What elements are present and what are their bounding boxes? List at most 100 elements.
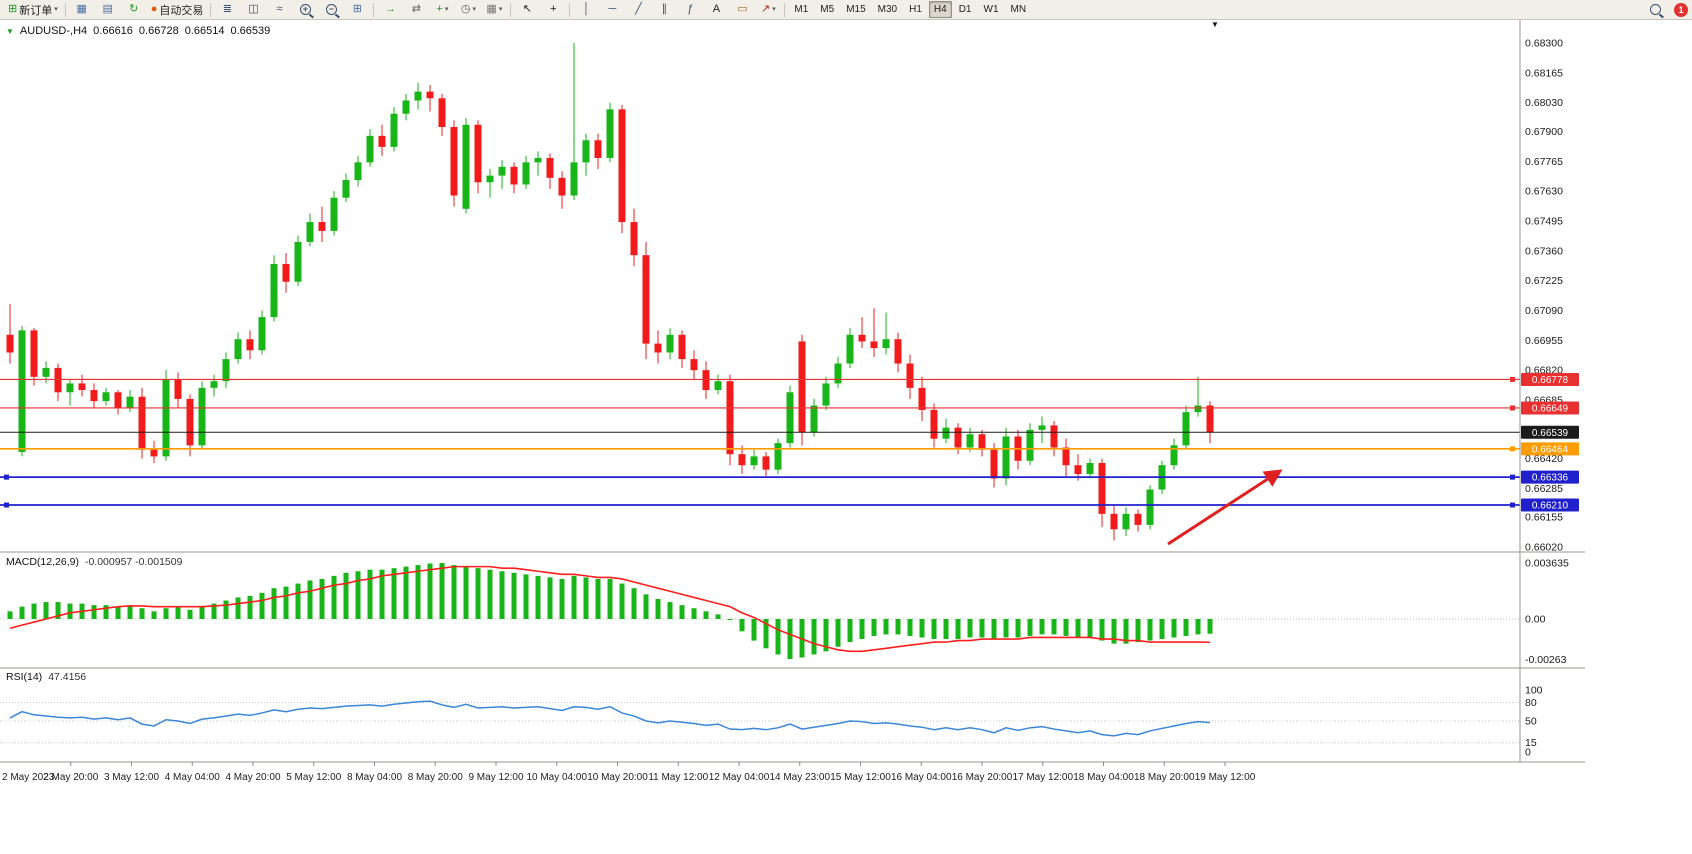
time-axis-label: 16 May 20:00 xyxy=(952,772,1013,783)
symbol-label: AUDUSD-,H4 xyxy=(19,25,88,37)
templates-icon: ▦ xyxy=(486,3,497,15)
search-button[interactable] xyxy=(1642,0,1668,19)
macd-histogram-bar xyxy=(283,586,289,619)
candle xyxy=(366,135,374,163)
candle xyxy=(606,109,614,158)
refresh-button[interactable]: ↻ xyxy=(121,0,147,19)
line-handle[interactable] xyxy=(1510,376,1515,382)
charts-window-button[interactable]: ▦ xyxy=(69,0,95,19)
text-button[interactable]: A xyxy=(703,0,729,19)
bar-chart-type-button[interactable]: ≣ xyxy=(214,0,240,19)
macd-histogram-bar xyxy=(511,572,517,619)
equidistant-channel-button[interactable]: ∥ xyxy=(651,0,677,19)
macd-histogram-bar xyxy=(403,566,409,619)
timeframe-m5[interactable]: M5 xyxy=(820,4,835,15)
candle xyxy=(702,370,710,391)
line-handle[interactable] xyxy=(1510,502,1515,508)
timeframe-d1[interactable]: D1 xyxy=(958,4,972,15)
profiles-button[interactable]: ▤ xyxy=(95,0,121,19)
candle xyxy=(1206,405,1214,433)
zoom-out-button[interactable]: − xyxy=(318,0,344,19)
text-icon: A xyxy=(712,3,721,15)
line-handle[interactable] xyxy=(1510,405,1515,411)
rsi-axis-label: 50 xyxy=(1525,716,1537,728)
arrows-button[interactable]: ↗ ▾ xyxy=(755,0,781,19)
new-order-button[interactable]: ⊞ 新订单 ▾ xyxy=(4,0,62,19)
autotrading-button[interactable]: ● 自动交易 xyxy=(147,0,208,19)
timeframe-w1[interactable]: W1 xyxy=(983,4,999,15)
candle xyxy=(522,162,530,185)
cursor-button[interactable]: ↖ xyxy=(514,0,540,19)
line-handle[interactable] xyxy=(4,502,9,508)
zoom-in-button[interactable]: + xyxy=(292,0,318,19)
new-order-label: 新订单 xyxy=(19,4,53,17)
periods-button[interactable]: ◷ ▾ xyxy=(455,0,481,19)
candle xyxy=(738,454,746,466)
price-badge-label: 0.66539 xyxy=(1532,428,1569,439)
macd-histogram-bar xyxy=(379,569,385,619)
line-handle[interactable] xyxy=(1510,474,1515,480)
candle xyxy=(918,387,926,410)
chart-canvas[interactable]: 0.68300 0.68165 0.68030 0.67900 0.67765 0.676… xyxy=(0,20,1692,854)
auto-scroll-icon: → xyxy=(384,3,396,15)
trend-arrow[interactable] xyxy=(1167,469,1283,546)
price-axis-label: 0.67495 xyxy=(1525,215,1563,227)
price-axis-label: 0.68030 xyxy=(1525,97,1563,109)
candle xyxy=(954,427,962,448)
timeframe-mn[interactable]: MN xyxy=(1010,4,1027,15)
auto-scroll-button[interactable]: → xyxy=(377,0,403,19)
macd-histogram-bar xyxy=(1087,619,1093,638)
rsi-indicator-label: RSI(14) 47.4156 xyxy=(6,671,86,683)
timeframe-h4[interactable]: H4 xyxy=(928,1,952,18)
trendline-icon: ╱ xyxy=(635,3,642,15)
macd-axis-label: 0.00 xyxy=(1525,614,1546,626)
vertical-line-button[interactable]: │ xyxy=(573,0,599,19)
candlestick-chart-type-button[interactable]: ◫ xyxy=(240,0,266,19)
price-axis-label: 0.68165 xyxy=(1525,67,1563,79)
arrows-icon: ↗ xyxy=(761,3,771,15)
indicators-button[interactable]: + ▾ xyxy=(429,0,455,19)
candle xyxy=(966,434,974,448)
crosshair-button[interactable]: + xyxy=(540,0,566,19)
notification-badge[interactable]: 1 xyxy=(1674,2,1688,17)
line-chart-type-button[interactable]: ≈ xyxy=(266,0,292,19)
timeframe-m1[interactable]: M1 xyxy=(794,4,809,15)
autotrading-label: 自动交易 xyxy=(159,4,204,17)
line-handle[interactable] xyxy=(4,474,9,480)
timeframe-m15[interactable]: M15 xyxy=(846,4,866,15)
time-axis-label: 8 May 20:00 xyxy=(408,772,463,783)
trendline-button[interactable]: ╱ xyxy=(625,0,651,19)
horizontal-line-button[interactable]: ─ xyxy=(599,0,625,19)
macd-histogram-bar xyxy=(871,619,877,636)
macd-values: -0.000957 -0.001509 xyxy=(84,556,183,568)
candle xyxy=(822,383,830,406)
templates-button[interactable]: ▦ ▾ xyxy=(481,0,507,19)
macd-histogram-bar xyxy=(271,588,277,619)
line-handle[interactable] xyxy=(1510,446,1515,452)
ohlc-high: 0.66728 xyxy=(138,25,179,37)
tile-windows-button[interactable]: ⊞ xyxy=(344,0,370,19)
macd-histogram-bar xyxy=(55,602,61,619)
macd-histogram-bar xyxy=(727,619,733,620)
time-axis-label: 11 May 12:00 xyxy=(648,772,708,783)
toolbar-separator xyxy=(510,2,512,17)
price-axis-label: 0.67900 xyxy=(1525,126,1563,138)
caret-down-icon: ▾ xyxy=(472,6,476,13)
candle xyxy=(6,334,14,353)
text-label-button[interactable]: ▭ xyxy=(729,0,755,19)
timeframe-m30[interactable]: M30 xyxy=(877,4,898,15)
candle xyxy=(882,339,890,349)
chart-shift-button[interactable]: ⇄ xyxy=(403,0,429,19)
macd-histogram-bar xyxy=(475,568,481,619)
fibonacci-button[interactable]: ƒ xyxy=(677,0,703,19)
macd-histogram-bar xyxy=(523,574,529,619)
macd-histogram-bar xyxy=(175,606,181,619)
macd-histogram-bar xyxy=(763,619,769,649)
candle xyxy=(582,140,590,163)
timeframe-h1[interactable]: H1 xyxy=(909,4,922,15)
price-badge xyxy=(1521,498,1579,512)
time-axis-label: 17 May 12:00 xyxy=(1012,772,1073,783)
price-axis-label: 0.66155 xyxy=(1525,512,1563,524)
macd-histogram-bar xyxy=(1195,619,1201,635)
macd-histogram-bar xyxy=(1135,619,1141,643)
